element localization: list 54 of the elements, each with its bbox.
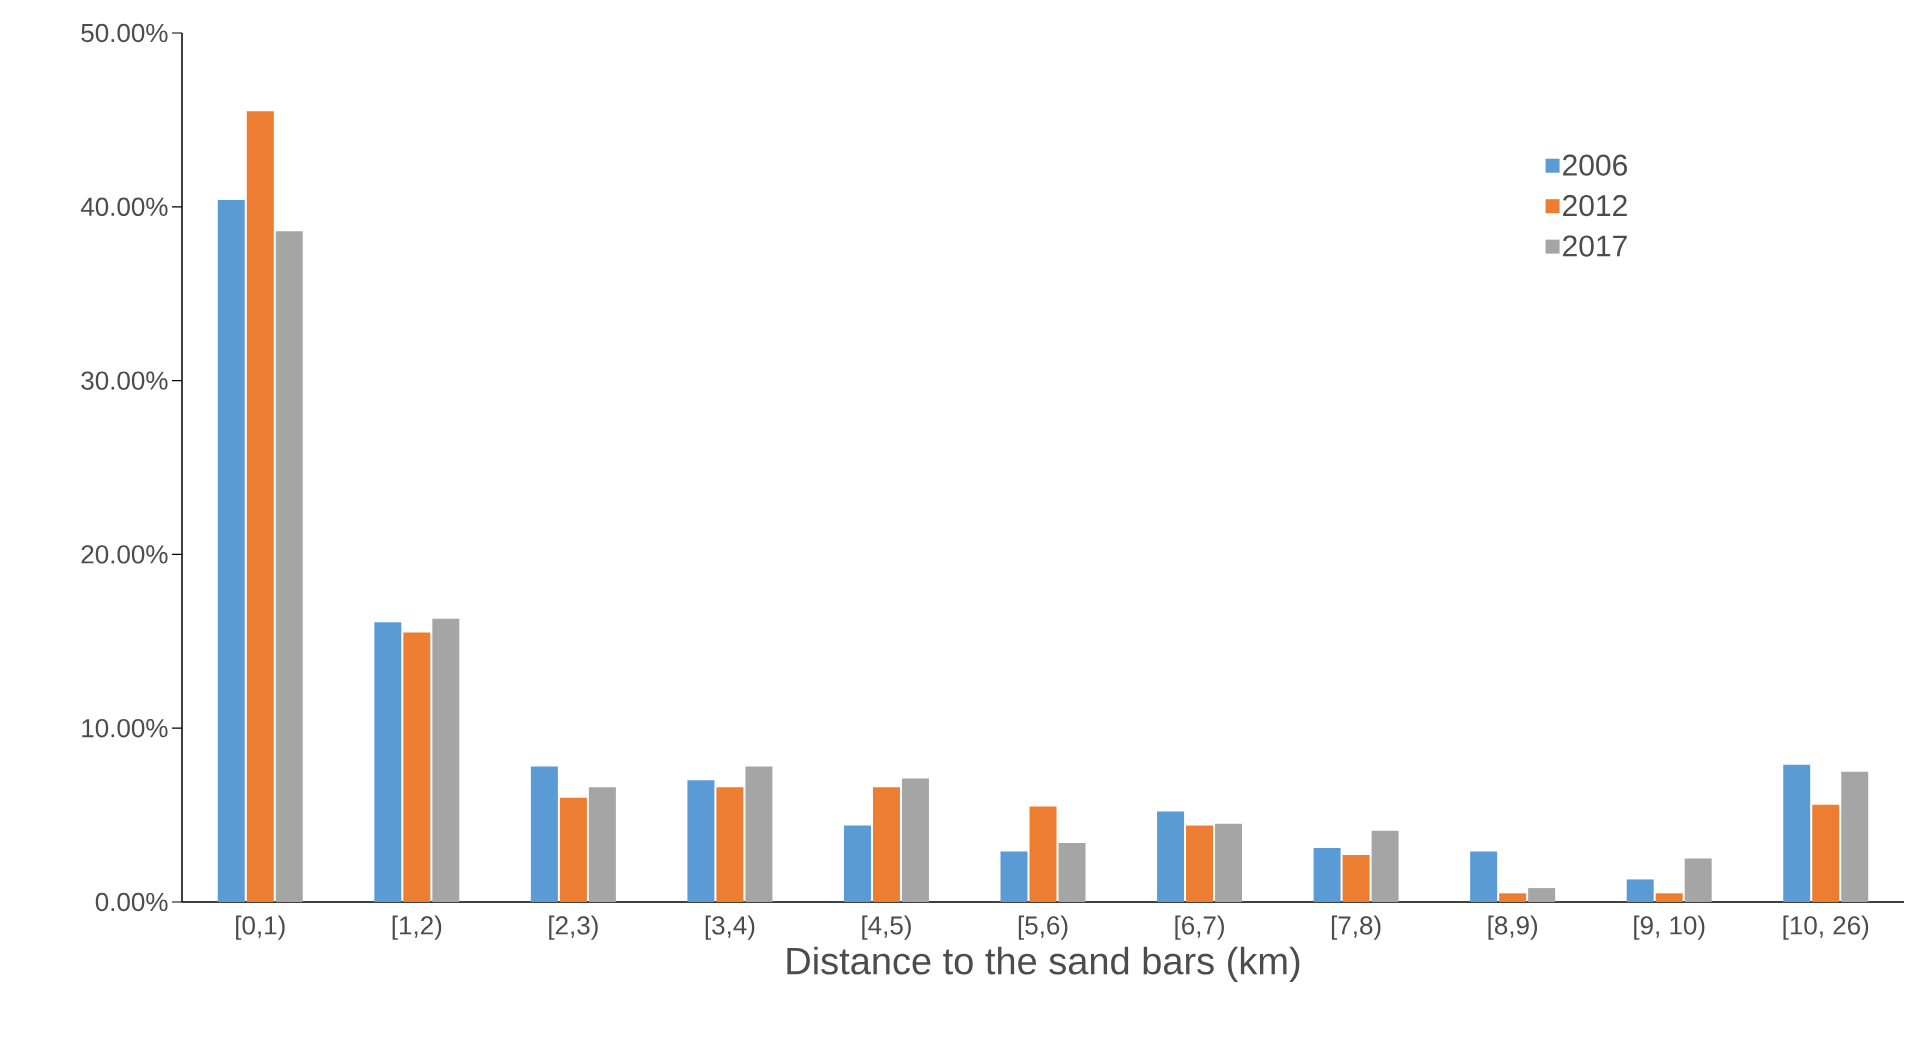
x-tick-label: [4,5) — [862, 915, 911, 940]
bar — [275, 231, 303, 902]
y-tick-label: 40.00% — [80, 197, 168, 216]
x-tick-label: [6,7) — [1175, 915, 1224, 940]
x-tick-label: [0,1) — [236, 915, 285, 940]
y-tick-label: 10.00% — [82, 718, 168, 738]
bar — [1528, 888, 1556, 902]
bar — [1313, 848, 1341, 902]
bar — [1812, 804, 1840, 902]
bar — [1783, 764, 1811, 902]
bar — [872, 787, 900, 902]
legend-label: 2012 — [1563, 194, 1627, 217]
x-tick-label: [8,9) — [1488, 915, 1538, 940]
x-tick-label: [1,2) — [392, 915, 442, 940]
bar — [1371, 830, 1399, 902]
bar — [687, 780, 715, 902]
bar — [1058, 842, 1086, 902]
bar — [843, 825, 871, 902]
bar — [1684, 858, 1712, 902]
bar — [1470, 851, 1498, 902]
bar — [1029, 806, 1057, 902]
bar — [530, 766, 558, 902]
x-axis-title: Distance to the sand bars (km) — [787, 946, 1300, 983]
bar — [1499, 893, 1527, 902]
bar — [745, 766, 773, 902]
bar — [901, 778, 929, 902]
bar — [1000, 851, 1028, 902]
legend-label: 2006 — [1563, 154, 1627, 176]
bar — [1157, 811, 1185, 902]
bar — [1215, 823, 1243, 902]
bar — [588, 787, 616, 902]
bar — [432, 618, 460, 902]
y-tick-label: 50.00% — [81, 23, 168, 43]
bar — [559, 797, 587, 902]
bar — [1655, 893, 1683, 902]
y-tick-label: 30.00% — [81, 371, 168, 390]
y-tick-label: 20.00% — [81, 545, 168, 564]
y-tick-label: 0.00% — [95, 892, 168, 912]
bar — [374, 622, 402, 902]
bar — [1342, 855, 1370, 902]
x-tick-label: [7,8) — [1331, 915, 1381, 940]
x-tick-label: [5,6) — [1018, 915, 1068, 940]
x-tick-label: [2,3) — [549, 915, 598, 940]
bar — [1841, 771, 1869, 902]
bar — [716, 787, 744, 902]
x-tick-label: [3,4) — [705, 915, 755, 940]
bar — [403, 632, 431, 902]
bar — [1186, 825, 1214, 902]
x-tick-label: [9, 10) — [1634, 915, 1705, 940]
x-tick-label: [10, 26) — [1783, 915, 1869, 940]
bar — [1626, 879, 1654, 902]
legend-label: 2017 — [1563, 235, 1627, 257]
bar — [246, 111, 274, 902]
bar — [217, 199, 245, 902]
